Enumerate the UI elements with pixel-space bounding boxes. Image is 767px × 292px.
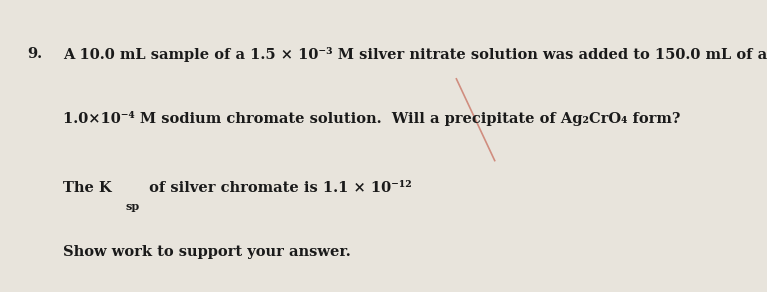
Text: 1.0×10⁻⁴ M sodium chromate solution.  Will a precipitate of Ag₂CrO₄ form?: 1.0×10⁻⁴ M sodium chromate solution. Wil… [63, 111, 680, 126]
Text: A 10.0 mL sample of a 1.5 × 10⁻³ M silver nitrate solution was added to 150.0 mL: A 10.0 mL sample of a 1.5 × 10⁻³ M silve… [63, 47, 767, 62]
Text: sp: sp [126, 201, 140, 213]
Text: The K: The K [63, 181, 111, 195]
Text: 9.: 9. [27, 47, 42, 61]
Text: of silver chromate is 1.1 × 10⁻¹²: of silver chromate is 1.1 × 10⁻¹² [144, 181, 412, 195]
Text: Show work to support your answer.: Show work to support your answer. [63, 245, 351, 259]
